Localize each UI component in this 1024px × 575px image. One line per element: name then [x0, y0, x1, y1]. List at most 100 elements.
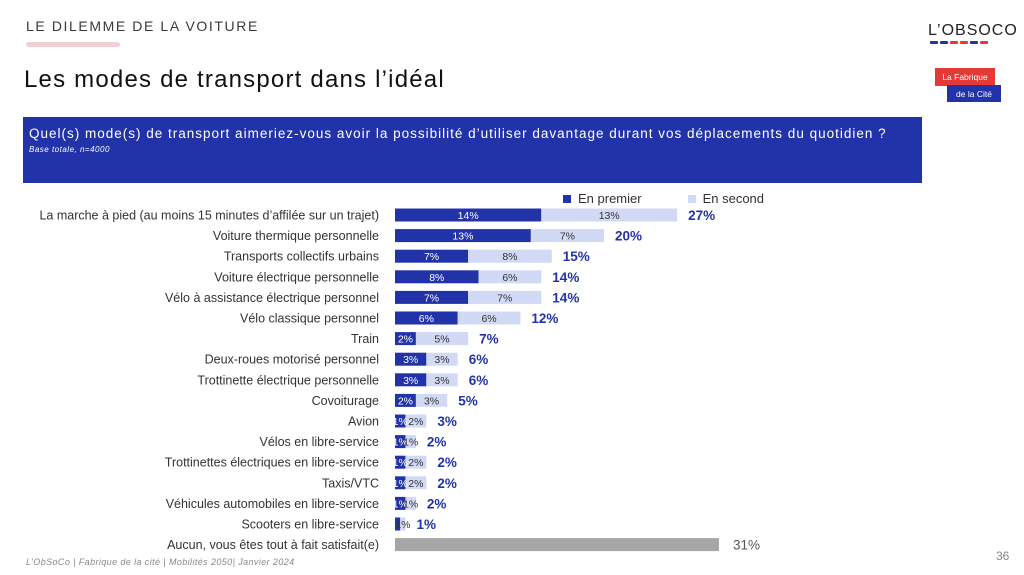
- bar-first: [395, 229, 531, 243]
- bar-first: [395, 332, 416, 346]
- bar-first: [395, 311, 458, 325]
- logo-dot: [980, 41, 988, 44]
- bar-second: [541, 208, 678, 222]
- bar-first: [395, 249, 469, 263]
- bar-none: [395, 538, 719, 552]
- bar-second-value: 3%: [424, 395, 439, 407]
- bar-first-value: 1%: [393, 416, 408, 428]
- bar-first-value: 2%: [398, 395, 413, 407]
- bar-first-value: 3%: [403, 375, 418, 387]
- bar-second: [405, 476, 427, 490]
- page-number: 36: [996, 549, 1010, 563]
- category-label: La marche à pied (au moins 15 minutes d’…: [39, 209, 379, 223]
- bar-second-value: 1%: [395, 519, 410, 531]
- total-value: 1%: [416, 517, 436, 532]
- category-label: Scooters en libre-service: [241, 518, 379, 532]
- question-text: Quel(s) mode(s) de transport aimeriez-vo…: [29, 126, 887, 141]
- section-label: LE DILEMME DE LA VOITURE: [26, 18, 259, 34]
- bar-first: [395, 517, 401, 531]
- bar-second-value: 6%: [502, 272, 517, 284]
- bar-second: [426, 352, 458, 366]
- total-value: 2%: [437, 476, 457, 491]
- category-label: Vélo classique personnel: [240, 312, 379, 326]
- bar-first: [395, 414, 406, 428]
- total-value: 6%: [469, 373, 489, 388]
- bar-first-value: 6%: [419, 313, 434, 325]
- question-banner: Quel(s) mode(s) de transport aimeriez-vo…: [23, 117, 922, 183]
- bar-second: [530, 229, 604, 243]
- logo-dot: [960, 41, 968, 44]
- bar-second: [400, 517, 406, 531]
- category-label: Voiture électrique personnelle: [214, 270, 379, 284]
- total-value: 2%: [427, 496, 447, 511]
- bar-second-value: 5%: [434, 334, 449, 346]
- bar-second-value: 3%: [434, 354, 449, 366]
- category-label: Vélos en libre-service: [260, 435, 380, 449]
- fabrique-logo-line2: de la Cité: [947, 85, 1001, 102]
- legend-item-second: En second: [687, 191, 765, 206]
- logo-text: L’OBSOCO: [928, 22, 1018, 39]
- bar-first-value: 14%: [458, 210, 479, 222]
- bar-second: [468, 290, 542, 304]
- legend-swatch-second: [687, 194, 696, 203]
- category-label: Vélo à assistance électrique personnel: [165, 291, 379, 305]
- bar-first-value: 8%: [429, 272, 444, 284]
- question-base: Base totale, n=4000: [29, 145, 110, 154]
- bar-second-value: 3%: [434, 375, 449, 387]
- logo-dot: [930, 41, 938, 44]
- bar-first-value: 7%: [424, 251, 439, 263]
- legend-item-first: En premier: [563, 191, 642, 206]
- bar-second-value: 2%: [408, 416, 423, 428]
- total-value: 7%: [479, 332, 499, 347]
- bar-second-value: 2%: [408, 478, 423, 490]
- chart-legend: En premier En second: [563, 191, 764, 206]
- total-value: 6%: [469, 352, 489, 367]
- category-label: Deux-roues motorisé personnel: [205, 353, 379, 367]
- footer-source: L’ObSoCo | Fabrique de la cité | Mobilit…: [26, 557, 295, 567]
- total-value: 5%: [458, 393, 478, 408]
- fabrique-logo: La Fabrique de la Cité: [935, 68, 1001, 102]
- bar-first: [395, 455, 406, 469]
- bar-first: [395, 496, 406, 510]
- bar-second-value: 8%: [502, 251, 517, 263]
- total-value: 15%: [563, 249, 590, 264]
- bar-second: [426, 373, 458, 387]
- bar-second-value: 2%: [408, 457, 423, 469]
- bar-second: [405, 496, 416, 510]
- total-value: 3%: [437, 414, 457, 429]
- bar-first: [395, 290, 469, 304]
- total-value: 14%: [552, 270, 579, 285]
- logo-dot: [940, 41, 948, 44]
- section-underline: [26, 42, 120, 47]
- bar-first-value: 3%: [403, 354, 418, 366]
- bar-second-value: 13%: [599, 210, 620, 222]
- category-label: Transports collectifs urbains: [224, 250, 379, 264]
- total-value: 2%: [427, 435, 447, 450]
- bar-first: [395, 373, 427, 387]
- category-label: Trottinettes électriques en libre-servic…: [165, 456, 379, 470]
- bar-first: [395, 435, 406, 449]
- legend-label-second: En second: [702, 191, 765, 206]
- logo-dot: [970, 41, 978, 44]
- bar-first-value: 13%: [452, 231, 473, 243]
- bar-second: [457, 311, 521, 325]
- obsoco-logo: L’OBSOCO: [928, 20, 1017, 46]
- bar-second-value: 7%: [497, 292, 512, 304]
- bar-first-value: 1%: [393, 498, 408, 510]
- total-value: 20%: [615, 229, 642, 244]
- category-label: Trottinette électrique personnelle: [197, 373, 379, 387]
- bar-second: [478, 270, 542, 284]
- category-label: Voiture thermique personnelle: [213, 229, 379, 243]
- fabrique-logo-line1: La Fabrique: [935, 68, 995, 86]
- category-label: Aucun, vous êtes tout à fait satisfait(e…: [167, 538, 379, 552]
- bar-second: [415, 332, 469, 346]
- bar-first: [395, 208, 542, 222]
- bar-first: [395, 270, 479, 284]
- legend-swatch-first: [563, 194, 571, 203]
- category-label: Covoiturage: [312, 394, 379, 408]
- legend-label-first: En premier: [578, 191, 642, 206]
- bar-second-value: 7%: [560, 231, 575, 243]
- bar-second: [405, 455, 427, 469]
- page-title: Les modes de transport dans l’idéal: [24, 66, 445, 93]
